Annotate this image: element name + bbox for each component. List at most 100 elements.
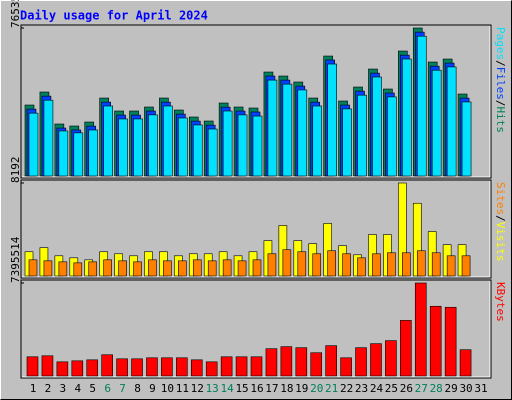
- bar: [163, 260, 172, 277]
- x-tick-label: 1: [30, 382, 37, 395]
- legend-entry: KBytes: [494, 282, 507, 322]
- bar: [58, 261, 68, 277]
- bar: [222, 259, 232, 277]
- bar: [250, 356, 263, 377]
- x-tick-label: 31: [474, 382, 487, 395]
- bevel: [22, 26, 491, 178]
- bar: [431, 252, 441, 277]
- legend-separator: /: [494, 215, 507, 222]
- x-tick-label: 23: [355, 382, 368, 395]
- bar: [402, 58, 412, 177]
- bar: [357, 257, 366, 277]
- bar: [446, 255, 456, 277]
- bar: [56, 361, 69, 377]
- bar: [58, 130, 69, 177]
- x-tick-label: 22: [340, 382, 353, 395]
- bar: [118, 260, 127, 277]
- bar: [26, 356, 39, 377]
- y-tick-label: 76535: [9, 0, 22, 28]
- bar: [429, 305, 442, 377]
- bar: [295, 347, 308, 377]
- chart-title: Daily usage for April 2024: [20, 9, 208, 23]
- bar: [282, 83, 293, 177]
- x-tick-label: 30: [459, 382, 472, 395]
- x-tick-label: 16: [250, 382, 263, 395]
- bar: [86, 359, 99, 377]
- bar: [237, 114, 248, 177]
- bar: [416, 250, 426, 277]
- bar: [400, 320, 412, 377]
- bar: [178, 117, 188, 177]
- bar: [205, 361, 218, 377]
- bar: [148, 259, 157, 277]
- bar: [370, 343, 382, 377]
- x-tick-label: 3: [60, 382, 67, 395]
- bar: [73, 262, 83, 277]
- x-tick-label: 14: [221, 382, 235, 395]
- x-tick-label: 24: [370, 382, 384, 395]
- bar: [73, 132, 84, 177]
- legend-entry: Pages: [494, 27, 507, 60]
- bar: [176, 357, 188, 377]
- legend-separator: /: [494, 60, 507, 67]
- bar: [222, 110, 233, 177]
- bar: [372, 76, 382, 177]
- bar: [444, 306, 457, 377]
- bar: [131, 358, 143, 377]
- bar: [161, 357, 173, 377]
- x-tick-label: 27: [415, 382, 428, 395]
- legend-entry: Files: [494, 67, 507, 100]
- legend-separator: /: [494, 100, 507, 107]
- legend: KBytes: [494, 282, 507, 322]
- bevel: [22, 281, 491, 378]
- bar: [192, 259, 202, 277]
- bar: [192, 124, 203, 177]
- bar: [88, 129, 99, 177]
- bar: [459, 349, 472, 377]
- bar: [310, 352, 323, 377]
- x-tick-label: 15: [235, 382, 248, 395]
- bar: [312, 253, 322, 277]
- bar: [340, 357, 352, 377]
- x-tick-label: 20: [310, 382, 323, 395]
- x-tick-label: 18: [280, 382, 293, 395]
- bar: [118, 118, 128, 177]
- y-tick-label: 8192: [9, 157, 22, 184]
- bar: [252, 115, 263, 177]
- bar: [133, 118, 143, 177]
- bar: [267, 79, 278, 177]
- bar: [327, 63, 337, 177]
- y-tick-label: 7395514: [9, 236, 22, 283]
- bar: [133, 261, 142, 277]
- x-tick-label: 10: [161, 382, 174, 395]
- legend: Pages/Files/Hits: [494, 27, 507, 133]
- bar: [387, 96, 397, 177]
- bar: [207, 128, 218, 177]
- bar: [312, 105, 323, 177]
- x-tick-label: 5: [89, 382, 96, 395]
- x-tick-label: 28: [430, 382, 443, 395]
- bevel: [22, 181, 491, 278]
- x-tick-label: 6: [104, 382, 111, 395]
- bar: [71, 360, 84, 377]
- bar: [325, 345, 337, 377]
- bar: [280, 346, 293, 377]
- bar: [414, 282, 427, 377]
- x-tick-label: 11: [176, 382, 189, 395]
- bar: [88, 261, 98, 277]
- bar: [146, 357, 158, 377]
- bar: [103, 105, 113, 177]
- bar: [385, 340, 397, 377]
- x-tick-label: 7: [119, 382, 126, 395]
- x-tick-label: 9: [149, 382, 156, 395]
- x-tick-label: 12: [191, 382, 204, 395]
- bar: [387, 252, 396, 277]
- bar: [416, 35, 427, 177]
- bar: [103, 259, 112, 277]
- x-tick-label: 25: [385, 382, 398, 395]
- bar: [431, 69, 442, 177]
- bar: [252, 259, 262, 277]
- bar: [163, 105, 173, 177]
